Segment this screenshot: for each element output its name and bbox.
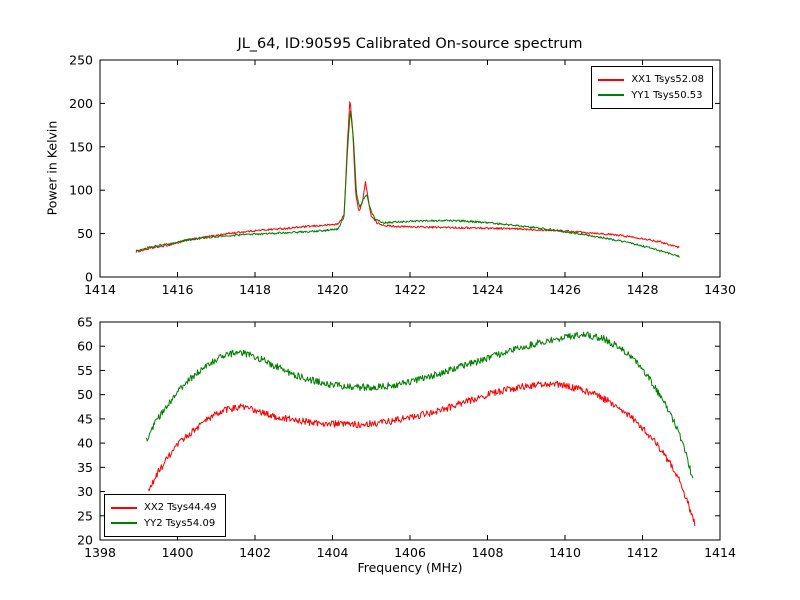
series-line-yy2	[146, 331, 694, 479]
y-tick-label: 30	[77, 484, 93, 499]
y-tick-label: 20	[77, 533, 93, 548]
y-tick-label: 60	[77, 339, 93, 354]
y-tick-label: 65	[77, 315, 93, 330]
legend-line-swatch-xx2	[111, 506, 137, 509]
y-tick-label: 100	[69, 183, 93, 198]
x-tick-label: 1414	[704, 545, 736, 560]
legend-label-xx1: XX1 Tsys52.08	[631, 74, 704, 85]
y-tick-label: 200	[69, 96, 93, 111]
legend-line-swatch-xx1	[598, 78, 625, 81]
y-tick-label: 150	[69, 139, 93, 154]
x-tick-label: 1416	[162, 282, 194, 297]
legend-label-xx2: XX2 Tsys44.49	[144, 502, 217, 513]
y-tick-label: 0	[85, 270, 93, 285]
legend-entry-xx2: XX2 Tsys44.49	[111, 501, 217, 515]
x-tick-label: 1418	[239, 282, 271, 297]
y-tick-label: 50	[77, 226, 93, 241]
x-tick-label: 1426	[549, 282, 581, 297]
y-tick-label: 25	[77, 508, 93, 523]
legend-top: XX1 Tsys52.08 YY1 Tsys50.53	[591, 66, 713, 109]
legend-line-swatch-yy2	[111, 522, 137, 525]
x-tick-label: 1430	[704, 282, 736, 297]
legend-line-swatch-yy1	[598, 94, 625, 97]
x-tick-label: 1422	[394, 282, 426, 297]
legend-entry-xx1: XX1 Tsys52.08	[598, 73, 704, 87]
y-tick-label: 40	[77, 436, 93, 451]
legend-label-yy2: YY2 Tsys54.09	[144, 517, 216, 529]
axes-frame	[99, 321, 721, 541]
x-tick-label: 1428	[627, 282, 659, 297]
series-line-xx1	[135, 101, 680, 253]
x-tick-label: 1398	[84, 545, 116, 560]
chart-title: JL_64, ID:90595 Calibrated On-source spe…	[237, 36, 583, 52]
x-tick-label: 1404	[317, 545, 349, 560]
legend-entry-yy1: YY1 Tsys50.53	[598, 89, 704, 103]
legend-entry-yy2: YY2 Tsys54.09	[111, 517, 217, 531]
x-tick-label: 1408	[472, 545, 504, 560]
legend-label-yy1: YY1 Tsys50.53	[631, 89, 703, 101]
x-tick-label: 1414	[84, 282, 116, 297]
x-tick-label: 1424	[472, 282, 504, 297]
series-line-xx2	[147, 380, 696, 527]
y-tick-label: 35	[77, 460, 93, 475]
bottom-x-axis-label: Frequency (MHz)	[357, 560, 463, 575]
x-tick-label: 1406	[394, 545, 426, 560]
x-tick-label: 1410	[549, 545, 581, 560]
y-tick-label: 50	[77, 387, 93, 402]
y-tick-label: 250	[69, 53, 93, 68]
axes-frame	[99, 59, 721, 278]
x-tick-label: 1420	[317, 282, 349, 297]
y-tick-label: 55	[77, 363, 93, 378]
x-tick-label: 1400	[162, 545, 194, 560]
y-tick-label: 45	[77, 411, 93, 426]
legend-bottom: XX2 Tsys44.49 YY2 Tsys54.09	[104, 494, 226, 537]
x-tick-label: 1412	[627, 545, 659, 560]
x-tick-label: 1402	[239, 545, 271, 560]
series-line-yy1	[135, 110, 680, 258]
